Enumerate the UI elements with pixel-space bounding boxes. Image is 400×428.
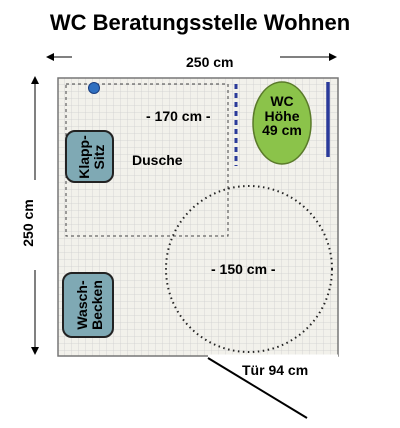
page-title: WC Beratungsstelle Wohnen [49, 10, 351, 35]
height-label: 250 cm [20, 199, 36, 247]
shower-area-outline [65, 83, 229, 237]
turning-circle-label: - 150 cm - [211, 261, 276, 277]
fold-seat-shape [65, 130, 114, 183]
door-label: Tür 94 cm [242, 362, 309, 378]
door-leaf [207, 357, 308, 419]
fold-seat-label-line2: Sitz [90, 144, 107, 170]
shower-width-label: - 170 cm - [146, 108, 211, 124]
shower-head-icon [88, 82, 100, 94]
wc-label: WC Höhe 49 cm [253, 94, 311, 138]
wash-basin-label: Wasch- Becken [74, 272, 105, 338]
fold-seat-label-line1: Klapp- [76, 135, 92, 179]
wash-basin-label-line2: Becken [88, 280, 105, 330]
turning-circle [165, 185, 333, 353]
fold-seat-label: Klapp- Sitz [76, 122, 107, 192]
wc-shape [252, 81, 312, 165]
wash-basin-label-line1: Wasch- [74, 280, 90, 330]
wc-label-line1: WC [270, 93, 294, 109]
wc-label-line3: 49 cm [262, 122, 302, 139]
shower-label: Dusche [132, 152, 183, 168]
wc-label-line2: Höhe [264, 107, 300, 124]
wash-basin-shape [62, 272, 114, 338]
width-label: 250 cm [186, 54, 234, 70]
